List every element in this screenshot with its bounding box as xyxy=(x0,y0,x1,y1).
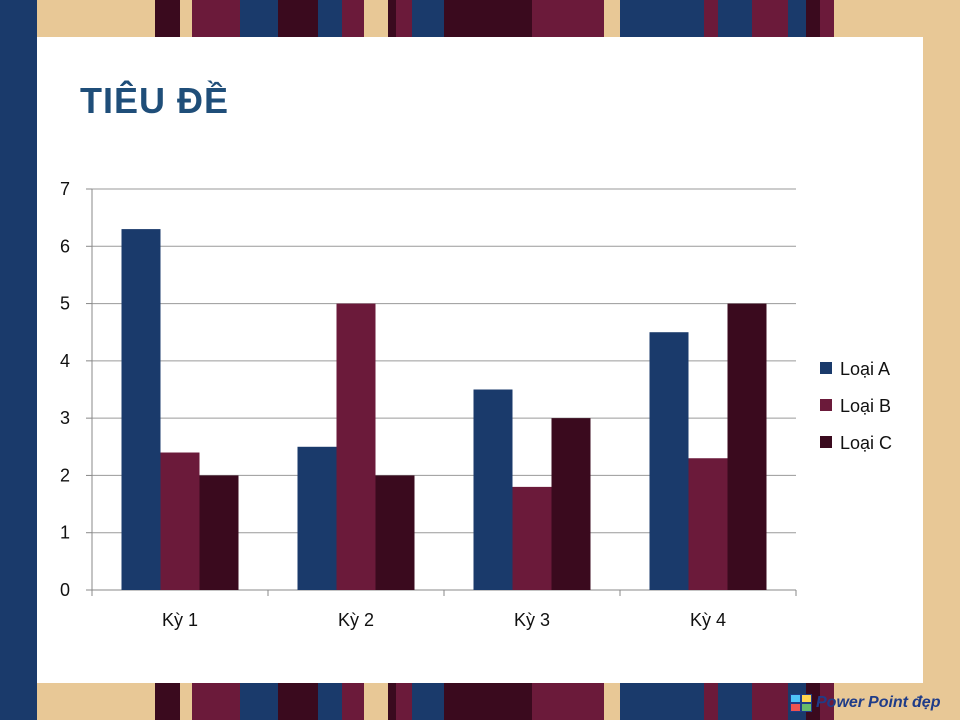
stripe xyxy=(318,0,342,37)
stripe xyxy=(620,0,660,37)
stripe xyxy=(752,683,788,720)
y-axis-ticks: 0 1 2 3 4 5 6 7 xyxy=(60,179,93,600)
logo-text-dep: đẹp xyxy=(912,694,941,711)
stripe xyxy=(820,0,834,37)
stripe xyxy=(752,0,788,37)
bar xyxy=(551,418,591,590)
stripe xyxy=(364,683,388,720)
bar xyxy=(121,229,161,590)
stripe xyxy=(704,683,718,720)
stripe xyxy=(240,0,278,37)
stripe xyxy=(396,683,412,720)
bars xyxy=(121,229,767,590)
stripe xyxy=(318,683,342,720)
y-tick-label: 6 xyxy=(60,236,70,256)
logo-text-point: Point xyxy=(868,694,909,711)
stripe xyxy=(672,0,704,37)
legend-label: Loại A xyxy=(840,359,890,379)
logo-icon xyxy=(790,694,812,712)
bar xyxy=(375,475,415,590)
legend-label: Loại B xyxy=(840,396,891,416)
y-tick-label: 7 xyxy=(60,179,70,199)
x-tick-label: Kỳ 1 xyxy=(162,610,198,630)
stripe xyxy=(192,0,240,37)
stripe xyxy=(444,683,532,720)
stripe xyxy=(660,0,672,37)
legend-swatch xyxy=(820,362,832,374)
stripe xyxy=(342,0,364,37)
x-tick-label: Kỳ 4 xyxy=(690,610,726,630)
stripe xyxy=(532,0,604,37)
x-tick-label: Kỳ 3 xyxy=(514,610,550,630)
y-tick-label: 5 xyxy=(60,294,70,314)
stripe xyxy=(240,683,278,720)
stripe xyxy=(155,683,180,720)
stripe xyxy=(444,0,532,37)
stripe xyxy=(620,683,660,720)
bar xyxy=(649,332,689,590)
stripe xyxy=(388,683,396,720)
bar xyxy=(473,389,513,590)
legend-swatch xyxy=(820,436,832,448)
bar xyxy=(297,446,337,590)
y-tick-label: 3 xyxy=(60,408,70,428)
slide-title: TIÊU ĐỀ xyxy=(80,80,230,121)
stripe xyxy=(532,683,604,720)
stripe xyxy=(364,0,388,37)
y-tick-label: 4 xyxy=(60,351,70,371)
legend-swatch xyxy=(820,399,832,411)
stripe xyxy=(412,683,444,720)
stripe xyxy=(342,683,364,720)
y-tick-label: 1 xyxy=(60,523,70,543)
stripe xyxy=(604,683,620,720)
stripe xyxy=(388,0,396,37)
x-tick-label: Kỳ 2 xyxy=(338,610,374,630)
stripe xyxy=(704,0,718,37)
stripe xyxy=(412,0,444,37)
stripe xyxy=(180,683,192,720)
legend-label: Loại C xyxy=(840,433,892,453)
bar xyxy=(160,452,200,590)
bar xyxy=(727,303,767,590)
stripe xyxy=(672,683,704,720)
logo: Power Point đẹp xyxy=(790,690,955,716)
stripe xyxy=(278,0,318,37)
stripe xyxy=(788,0,806,37)
bar xyxy=(688,458,728,590)
bar xyxy=(199,475,239,590)
y-tick-label: 2 xyxy=(60,465,70,485)
stripe xyxy=(718,683,752,720)
stripe xyxy=(660,683,672,720)
bar xyxy=(336,303,376,590)
stripe xyxy=(155,0,180,37)
bar xyxy=(512,486,552,590)
logo-text-power: Power xyxy=(816,694,865,711)
stripe xyxy=(718,0,752,37)
stripe xyxy=(396,0,412,37)
x-axis: Kỳ 1 Kỳ 2 Kỳ 3 Kỳ 4 xyxy=(91,590,797,630)
stripe xyxy=(180,0,192,37)
stripe xyxy=(192,683,240,720)
stripe xyxy=(278,683,318,720)
legend: Loại A Loại B Loại C xyxy=(820,359,892,453)
stripe xyxy=(604,0,620,37)
y-tick-label: 0 xyxy=(60,580,70,600)
stripe xyxy=(820,683,834,720)
stripe xyxy=(806,0,820,37)
